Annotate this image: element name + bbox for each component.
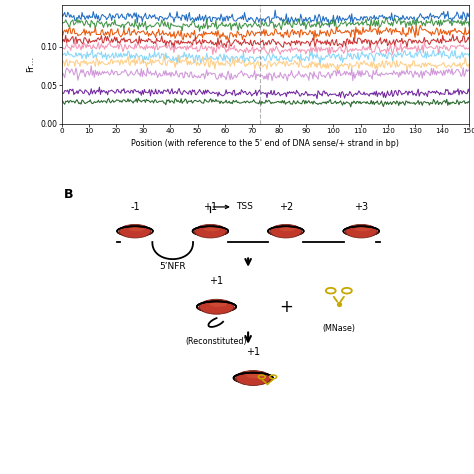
- Text: +2: +2: [279, 202, 293, 212]
- Ellipse shape: [236, 371, 271, 385]
- Text: B: B: [64, 188, 73, 201]
- Ellipse shape: [194, 224, 226, 238]
- Text: +1: +1: [246, 347, 260, 357]
- Text: (MNase): (MNase): [322, 324, 356, 333]
- Ellipse shape: [234, 376, 272, 383]
- Ellipse shape: [270, 224, 301, 238]
- Ellipse shape: [193, 229, 228, 236]
- Ellipse shape: [344, 229, 378, 236]
- Ellipse shape: [199, 299, 234, 314]
- Text: +1: +1: [203, 202, 218, 212]
- Ellipse shape: [269, 229, 303, 236]
- Text: (Reconstituted): (Reconstituted): [186, 337, 247, 346]
- Ellipse shape: [119, 224, 151, 238]
- Text: +: +: [279, 298, 293, 316]
- Text: +3: +3: [354, 202, 368, 212]
- Text: -1: -1: [130, 202, 140, 212]
- Y-axis label: Fr…: Fr…: [26, 56, 35, 72]
- Text: 5’NFR: 5’NFR: [159, 262, 186, 271]
- X-axis label: Position (with reference to the 5' end of DNA sense/+ strand in bp): Position (with reference to the 5' end o…: [131, 139, 400, 148]
- Ellipse shape: [128, 227, 144, 231]
- Text: +1: +1: [210, 276, 224, 286]
- Ellipse shape: [198, 304, 236, 312]
- Ellipse shape: [279, 227, 295, 231]
- Ellipse shape: [346, 224, 377, 238]
- Ellipse shape: [355, 227, 371, 231]
- Ellipse shape: [210, 302, 227, 307]
- Text: TSS: TSS: [236, 202, 253, 211]
- Ellipse shape: [204, 227, 219, 231]
- Ellipse shape: [118, 229, 152, 236]
- Ellipse shape: [246, 374, 264, 378]
